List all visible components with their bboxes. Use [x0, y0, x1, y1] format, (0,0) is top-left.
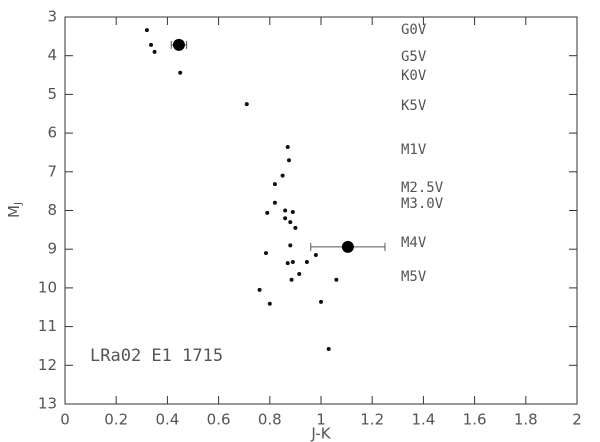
spectral-type-label: M4V	[401, 235, 427, 251]
point	[297, 271, 302, 276]
point	[257, 287, 262, 292]
point	[304, 259, 309, 264]
spectral-type-label: M3.0V	[401, 196, 444, 212]
x-tick-label: 0.4	[155, 411, 179, 429]
y-axis-label: MJ	[5, 202, 25, 218]
spectral-type-label: G0V	[401, 22, 427, 38]
point	[263, 251, 268, 256]
x-tick-label: 0.2	[104, 411, 128, 429]
point	[265, 210, 270, 215]
point	[326, 347, 331, 352]
point	[283, 208, 288, 213]
y-tick-label: 7	[47, 162, 57, 180]
y-axis-label-main: M	[5, 205, 23, 218]
point	[334, 277, 339, 282]
x-tick-label: 1.4	[411, 411, 435, 429]
y-tick-label: 4	[47, 46, 57, 64]
point	[283, 216, 288, 221]
point	[272, 182, 277, 187]
point	[288, 220, 293, 225]
point	[319, 299, 323, 304]
x-tick-label: 1.2	[360, 411, 384, 429]
y-axis-label-subscript: J	[13, 202, 24, 206]
point	[178, 70, 183, 75]
point	[288, 243, 293, 248]
object-label: LRa02 E1 1715	[90, 346, 223, 366]
point	[152, 49, 157, 54]
point	[290, 259, 295, 264]
x-axis-label: J-K	[310, 425, 331, 442]
y-axis-label-group: MJ	[5, 202, 25, 218]
point	[267, 301, 272, 306]
y-tick-label: 8	[47, 201, 57, 219]
y-tick-label: 6	[47, 124, 57, 142]
spectral-type-label: K5V	[401, 98, 427, 114]
y-tick-label: 9	[47, 240, 57, 258]
point	[289, 277, 294, 282]
point	[272, 200, 277, 205]
y-tick-label: 5	[47, 85, 57, 103]
y-tick-label: 11	[38, 317, 57, 335]
x-tick-label: 0.8	[258, 411, 282, 429]
x-tick-label: 0.6	[207, 411, 231, 429]
point	[244, 102, 249, 107]
spectral-type-label: M1V	[401, 142, 427, 158]
x-tick-label: 1.6	[463, 411, 487, 429]
point	[149, 42, 154, 47]
spectral-type-label: M5V	[401, 269, 427, 285]
y-tick-label: 12	[38, 356, 57, 374]
x-tick-label: 1	[316, 411, 326, 429]
y-tick-label: 13	[38, 395, 57, 413]
point	[293, 225, 298, 230]
y-tick-label: 10	[38, 278, 57, 296]
spectral-type-label: K0V	[401, 68, 427, 84]
point	[285, 261, 290, 266]
spectral-type-label: G5V	[401, 49, 427, 65]
x-tick-label: 0	[60, 411, 70, 429]
point	[172, 38, 185, 51]
spectral-type-label: M2.5V	[401, 180, 444, 196]
y-tick-label: 3	[47, 8, 57, 26]
point	[280, 173, 285, 178]
point	[341, 240, 354, 253]
point	[285, 145, 290, 150]
x-tick-label: 2	[572, 411, 582, 429]
point	[144, 28, 149, 33]
point	[313, 253, 318, 258]
point	[287, 158, 291, 163]
x-tick-label: 1.8	[514, 411, 538, 429]
point	[290, 210, 295, 215]
